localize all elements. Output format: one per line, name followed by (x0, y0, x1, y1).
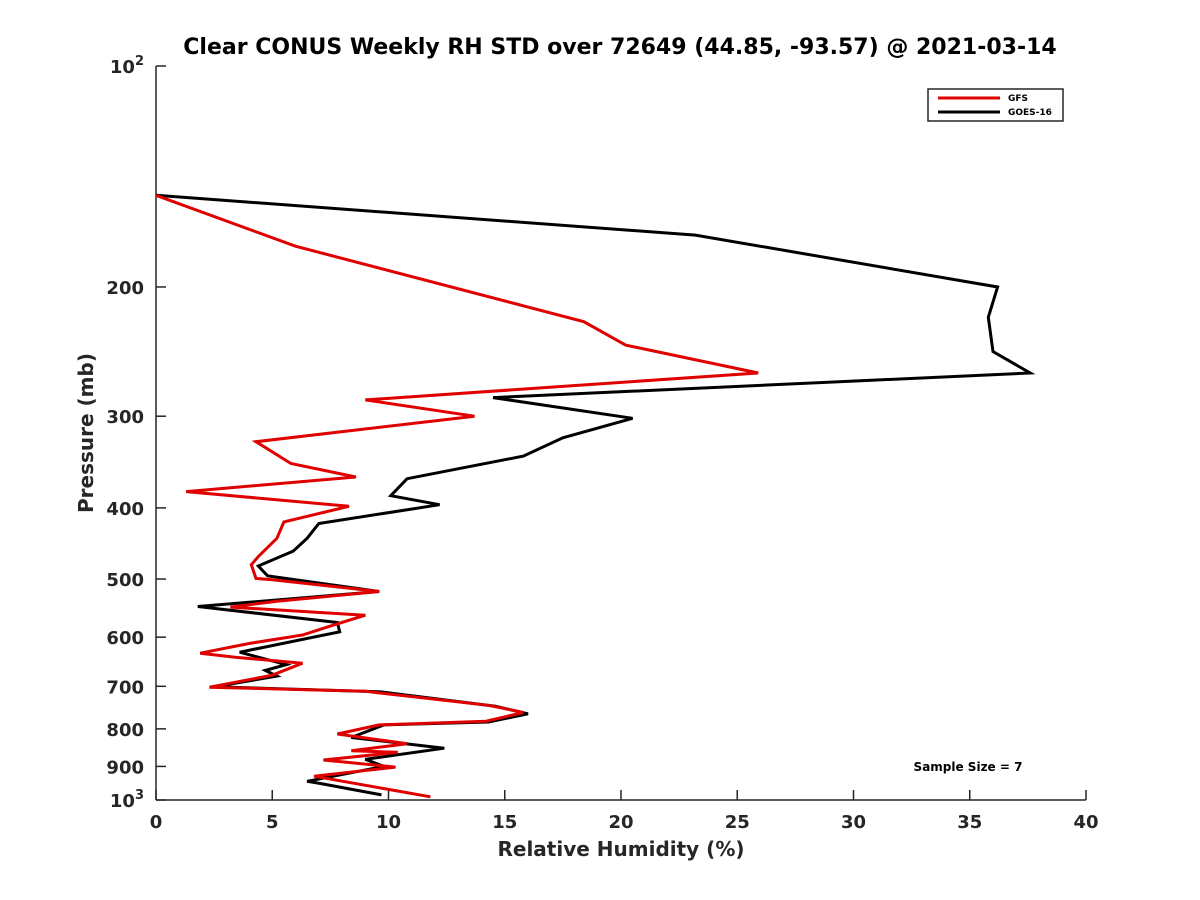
y-tick-label: 103 (110, 788, 144, 812)
y-axis-label: Pressure (mb) (74, 353, 98, 513)
y-tick-label: 400 (106, 499, 144, 520)
series-line-goes-16 (155, 193, 1036, 797)
y-tick-label: 600 (106, 628, 144, 649)
y-tick-label: 102 (110, 54, 144, 78)
y-tick-exponent: 2 (135, 54, 144, 69)
x-tick-label: 5 (266, 812, 279, 833)
x-tick-label: 10 (376, 812, 401, 833)
plot-axes: 0 5 10 15 20 25 30 35 40102200300400500600700800… (106, 54, 1098, 833)
legend-entry-label: GOES-16 (1008, 108, 1052, 118)
chart-title: Clear CONUS Weekly RH STD over 72649 (44… (183, 35, 1056, 60)
series-line-gfs (155, 193, 759, 799)
legend: GFS GOES-16 (927, 88, 1064, 122)
x-tick-label: 30 (841, 812, 866, 833)
y-tick-label: 900 (106, 757, 144, 778)
y-tick-label: 700 (106, 677, 144, 698)
x-tick-label: 40 (1073, 812, 1098, 833)
sample-size-annotation: Sample Size = 7 (914, 760, 1023, 774)
y-tick-label: 300 (106, 407, 144, 428)
legend-box (927, 88, 1064, 122)
x-tick-label: 25 (725, 812, 750, 833)
legend-entry-label: GFS (1008, 94, 1028, 104)
y-tick-base: 10 (110, 57, 135, 78)
x-axis-label: Relative Humidity (%) (497, 837, 744, 861)
y-tick-label: 200 (106, 278, 144, 299)
x-tick-label: 20 (608, 812, 633, 833)
x-tick-label: 35 (957, 812, 982, 833)
x-tick-label: 15 (492, 812, 517, 833)
series-layer (155, 193, 1036, 799)
y-tick-exponent: 3 (135, 788, 144, 803)
x-tick-label: 0 (150, 812, 163, 833)
y-tick-label: 800 (106, 720, 144, 741)
y-tick-base: 10 (110, 791, 135, 812)
y-tick-label: 500 (106, 570, 144, 591)
